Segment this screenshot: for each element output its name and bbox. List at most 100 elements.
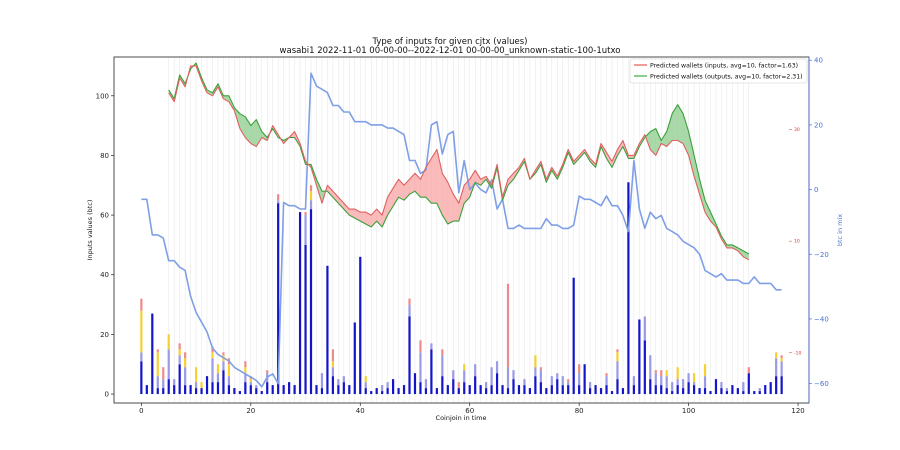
bar-light (227, 376, 231, 386)
chart-title: Type of inputs for given cjtx (values) (372, 37, 528, 47)
bar-light (780, 361, 783, 377)
right-tick-label: 20 (814, 121, 823, 129)
bar-blue (605, 385, 608, 395)
fill-band (650, 128, 656, 156)
bar-light (167, 349, 170, 380)
bar-blue (523, 385, 526, 395)
fill-band (338, 197, 344, 210)
legend-label-outputs: Predicted wallets (outputs, avg=10, fact… (650, 74, 803, 81)
x-tick-label: 100 (682, 407, 695, 415)
legend: Predicted wallets (inputs, avg=10, facto… (629, 58, 808, 84)
fill-band (611, 149, 618, 168)
legend-label-inputs: Predicted wallets (inputs, avg=10, facto… (650, 63, 798, 70)
fill-band (425, 158, 432, 204)
bar-blue (375, 388, 378, 395)
bar-light (255, 385, 258, 389)
bar-red (211, 346, 214, 353)
bar-red (156, 349, 159, 353)
bar-light (244, 373, 247, 383)
x-tick-label: 20 (246, 407, 255, 415)
bar-blue (517, 385, 521, 395)
bar-light (671, 382, 674, 392)
bar-blue (309, 209, 313, 395)
bar-blue (534, 376, 537, 395)
bar-yellow (244, 367, 247, 374)
bar-light (725, 388, 729, 392)
bar-light (337, 379, 340, 386)
bar-blue (501, 385, 504, 395)
bar-yellow (463, 364, 466, 371)
bar-light (676, 379, 679, 386)
bar-light (441, 355, 444, 377)
bar-blue (370, 391, 373, 395)
bar-blue (758, 391, 761, 395)
fill-band (343, 203, 350, 216)
bar-light (682, 379, 685, 389)
red-tick-label: 10 (794, 239, 800, 245)
bar-blue (671, 391, 674, 395)
bar-blue (244, 382, 247, 395)
y-tick-label: 60 (100, 212, 109, 220)
bar-light (512, 370, 515, 380)
bar-light (140, 352, 143, 362)
bar-red (578, 364, 581, 374)
bar-blue (682, 388, 685, 395)
red-tick-label: -10 (794, 350, 801, 356)
bar-light (277, 200, 280, 204)
fill-band (420, 167, 426, 198)
bar-blue (342, 382, 345, 395)
right-tick-label: −40 (814, 315, 829, 323)
fill-band (661, 131, 667, 147)
bar-blue (173, 385, 176, 395)
bar-blue (736, 388, 739, 395)
bar-blue (364, 388, 367, 395)
bar-blue (698, 388, 701, 395)
bar-blue (539, 382, 542, 395)
bar-light (654, 373, 657, 386)
bar-blue (775, 376, 778, 395)
bar-yellow (703, 364, 707, 377)
bar-light (485, 382, 488, 389)
y-tick-label: 20 (100, 331, 109, 339)
fill-band (694, 155, 700, 195)
bar-yellow (216, 364, 220, 374)
bar-yellow (780, 358, 783, 362)
bar-yellow (534, 355, 537, 368)
bar-blue (194, 388, 198, 395)
bar-blue (200, 388, 203, 395)
bar-light (506, 367, 510, 389)
fill-band (726, 244, 733, 248)
bar-blue (621, 388, 625, 395)
fill-band (239, 113, 246, 138)
bar-light (304, 215, 307, 245)
bar-light (660, 376, 663, 386)
bar-blue (665, 388, 668, 395)
bar-light (424, 379, 428, 389)
fill-band (256, 119, 262, 147)
bar-blue (216, 382, 220, 395)
bar-light (539, 370, 542, 383)
bar-light (758, 388, 761, 392)
bar-blue (288, 382, 291, 395)
fill-band (223, 95, 229, 102)
bar-blue (151, 313, 154, 395)
bar-yellow (167, 334, 170, 350)
x-axis-ticks: 0 20 40 60 80 100 120 (139, 403, 805, 415)
bar-blue (676, 385, 679, 395)
bar-yellow (184, 358, 187, 368)
fill-band (332, 191, 339, 204)
x-axis-label: Coinjoin in time (436, 414, 487, 422)
bar-blue (545, 388, 548, 395)
bar-blue (742, 391, 745, 395)
bar-blue (649, 379, 652, 395)
bar-light (386, 382, 389, 389)
right-tick-label: 40 (814, 57, 823, 65)
bar-blue (282, 385, 285, 395)
bar-blue (315, 385, 318, 395)
fill-band (371, 209, 377, 228)
fill-band (699, 179, 706, 213)
bar-yellow (331, 361, 334, 368)
bar-yellow (178, 349, 181, 356)
fill-band (458, 185, 465, 222)
